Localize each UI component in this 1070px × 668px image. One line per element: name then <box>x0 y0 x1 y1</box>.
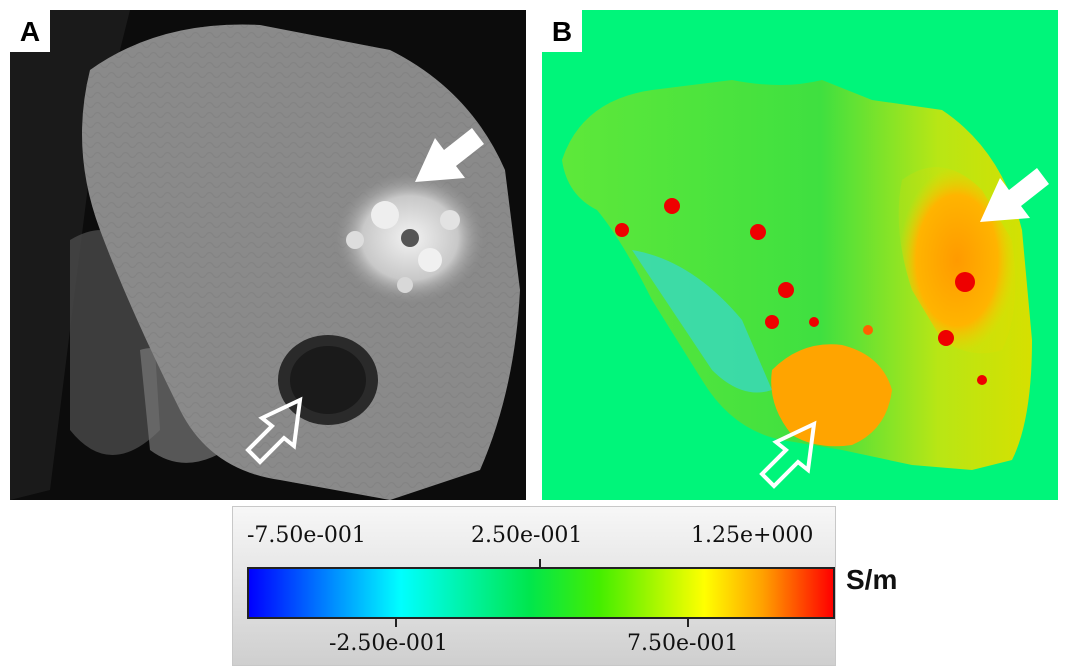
solid-arrow-icon <box>415 128 484 182</box>
orange-lesion <box>771 344 892 447</box>
colorbar-top-label-mid: 2.50e-001 <box>471 523 583 548</box>
colorbar-gradient <box>247 567 835 619</box>
mri-grayscale-image <box>10 10 526 500</box>
conductivity-color-map <box>542 10 1058 500</box>
panel-label-a: A <box>10 10 50 52</box>
colorbar-bottom-label-1: -2.50e-001 <box>329 631 448 656</box>
solid-arrow-icon <box>980 168 1049 222</box>
panel-label-b: B <box>542 10 582 52</box>
hollow-arrow-icon <box>245 396 303 465</box>
hollow-arrow-icon <box>759 420 817 489</box>
colorbar-tick <box>539 559 541 567</box>
panel-a-mri-image: A <box>10 10 526 500</box>
colorbar-top-label-max: 1.25e+000 <box>691 523 814 548</box>
colorbar-top-label-min: -7.50e-001 <box>247 523 366 548</box>
colorbar-tick <box>687 619 689 627</box>
panel-b-conductivity-map: B <box>542 10 1058 500</box>
colorbar-bottom-label-2: 7.50e-001 <box>627 631 739 656</box>
colorbar-legend: -7.50e-001 2.50e-001 1.25e+000 -2.50e-00… <box>232 506 836 666</box>
colorbar-tick <box>395 619 397 627</box>
colorbar-unit-label: S/m <box>846 564 898 595</box>
